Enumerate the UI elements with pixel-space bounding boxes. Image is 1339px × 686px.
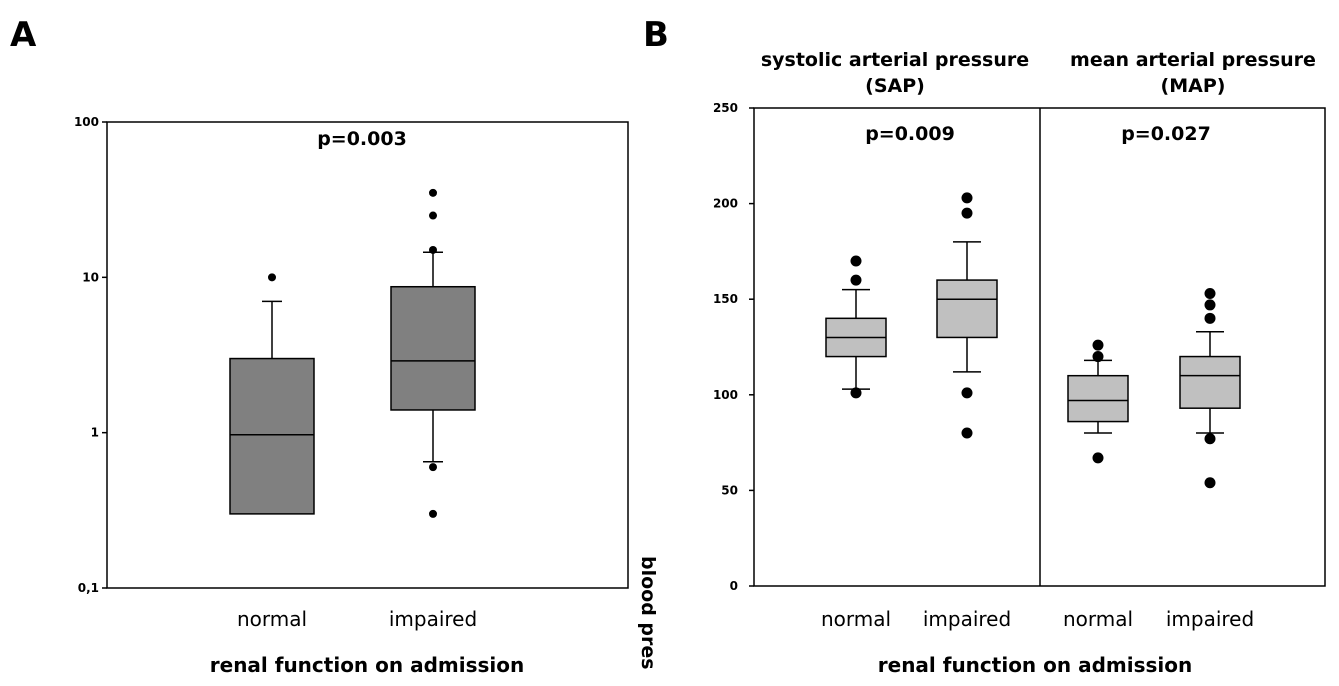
panel-b-sap-normal-outlier-2: [850, 255, 862, 267]
panel-b-category-label: impaired: [923, 607, 1011, 631]
panel-a-impaired-outlier-4: [429, 188, 437, 197]
panel-a-x-axis-label: renal function on admission: [210, 653, 524, 677]
panel-b-map-impaired-outlier-4: [1204, 287, 1216, 299]
panel-a-p-value: p=0.003: [317, 128, 407, 150]
panel-b-map-impaired-outlier-3: [1204, 299, 1216, 311]
panel-b-map-impaired-outlier-2: [1204, 312, 1216, 324]
panel-a-impaired-outlier-0: [429, 463, 437, 472]
panel-b-map-normal-box: [1067, 374, 1129, 423]
panel-b-map-normal-outlier-0: [1092, 452, 1104, 464]
panel-a-letter: A: [10, 15, 37, 55]
panel-b-y-tick-label: 150: [713, 292, 738, 306]
panel-b-map-p-value: p=0.027: [1121, 123, 1211, 145]
panel-b-x-axis-label: renal function on admission: [878, 653, 1192, 677]
panel-b-category-label: normal: [821, 607, 891, 631]
panel-a-y-tick-label: 100: [74, 115, 99, 129]
panel-b-plot: 0 50 100 150 200 250 normal impaired normal impai…: [713, 101, 1326, 631]
panel-a-y-tick-label: 0,1: [78, 581, 99, 595]
panel-b-sap-impaired-outlier-2: [961, 207, 973, 219]
panel-a-frame: [106, 121, 629, 589]
panel-a-impaired-outlier-2: [429, 245, 437, 254]
panel-b-y-tick-label: 100: [713, 388, 738, 402]
panel-b-map-normal-outlier-2: [1092, 339, 1104, 351]
panel-b-sap-impaired-outlier-3: [961, 192, 973, 204]
panel-b-map-title-line2: (MAP): [1161, 75, 1226, 97]
panel-a-impaired-box: [390, 285, 476, 411]
panel-b-y-axis-label: blood pres: [637, 556, 659, 670]
panel-a-category-label: normal: [237, 607, 307, 631]
panel-a-normal-box: [229, 357, 315, 515]
panel-b-sap-impaired-box: [936, 279, 998, 339]
panel-b-sap-impaired-outlier-1: [961, 387, 973, 399]
panel-b-y-tick-label: 200: [713, 197, 738, 211]
panel-a-impaired-outlier-1: [429, 509, 437, 518]
panel-a-normal-outlier-0: [268, 273, 276, 282]
panel-b-y-tick-label: 50: [721, 483, 738, 497]
panel-a-category-label: impaired: [389, 607, 477, 631]
panel-b-category-label: impaired: [1166, 607, 1254, 631]
panel-b-letter: B: [643, 15, 669, 55]
panel-b-map-impaired-outlier-1: [1204, 433, 1216, 445]
panel-b-sap-normal-outlier-0: [850, 387, 862, 399]
panel-a-y-tick-label: 10: [82, 270, 99, 284]
panel-b-y-tick-label: 0: [730, 579, 738, 593]
panel-b-map-impaired-box: [1179, 355, 1241, 409]
panel-a-plot: 0,1 1 10 100 normal impaired: [74, 115, 629, 631]
panel-b-map-title-line1: mean arterial pressure: [1070, 49, 1316, 71]
panel-b-sap-p-value: p=0.009: [865, 123, 955, 145]
panel-b-sap-title-line1: systolic arterial pressure: [761, 49, 1029, 71]
panel-b-sap-impaired-outlier-0: [961, 427, 973, 439]
panel-b-sap-normal-outlier-1: [850, 274, 862, 286]
panel-a-y-tick-label: 1: [91, 426, 99, 440]
panel-b-map-normal-outlier-1: [1092, 351, 1104, 363]
panel-b-map-impaired-outlier-0: [1204, 477, 1216, 489]
panel-b-category-label: normal: [1063, 607, 1133, 631]
panel-b-sap-title-line2: (SAP): [865, 75, 925, 97]
panel-b-y-tick-label: 250: [713, 101, 738, 115]
panel-a-impaired-outlier-3: [429, 211, 437, 220]
